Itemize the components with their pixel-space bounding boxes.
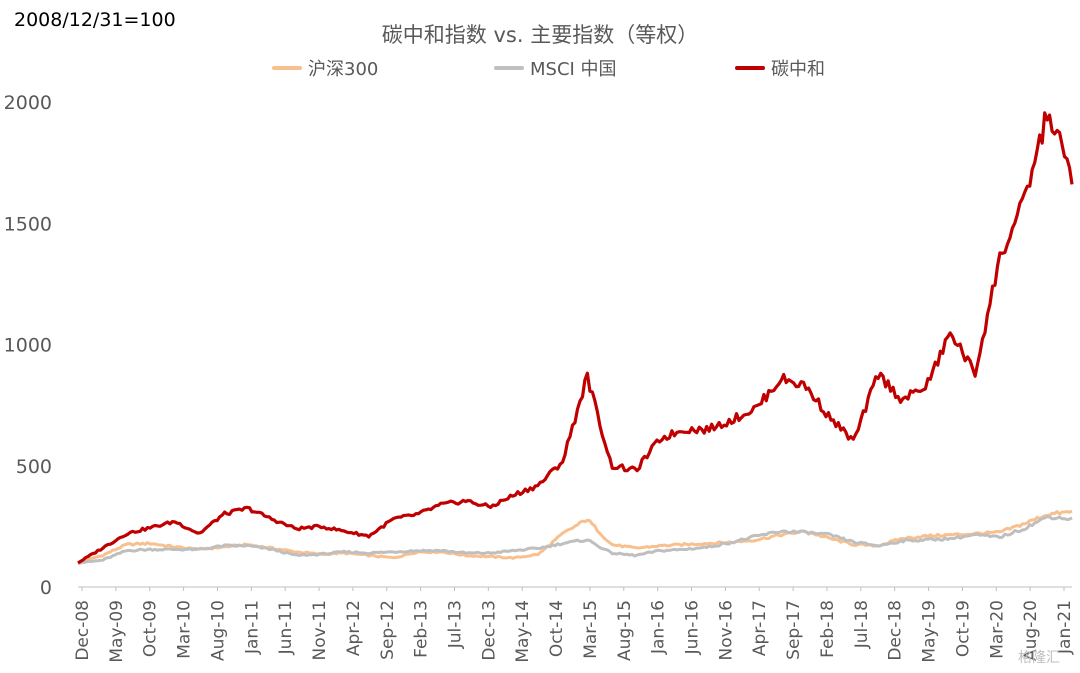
y-tick-label: 0 <box>40 577 52 599</box>
x-tick-label: Jan-11 <box>242 600 262 655</box>
legend-carbon-swatch <box>735 66 765 70</box>
x-tick-label: Oct-19 <box>953 600 973 657</box>
x-tick-label: Oct-09 <box>141 600 161 657</box>
x-tick-label: Feb-18 <box>818 600 838 658</box>
x-tick-label: Jan-16 <box>649 600 669 655</box>
x-tick-label: Mar-15 <box>581 600 601 659</box>
chart-title: 碳中和指数 vs. 主要指数（等权） <box>381 23 699 47</box>
x-tick-label: Nov-11 <box>310 600 330 661</box>
x-tick-label: Feb-13 <box>412 600 432 658</box>
x-tick-label: May-19 <box>920 600 940 663</box>
x-tick-label: Apr-12 <box>344 600 364 656</box>
x-tick-label: Mar-20 <box>987 600 1007 659</box>
series-line-1 <box>77 515 1073 565</box>
legend-msci-label: MSCI 中国 <box>530 59 617 80</box>
y-tick-label: 2000 <box>4 92 52 114</box>
x-tick-label: Jul-18 <box>852 600 872 649</box>
x-tick-label: Sep-12 <box>378 600 398 660</box>
series-line-2 <box>77 111 1074 565</box>
x-tick-label: Aug-20 <box>1021 600 1041 661</box>
x-tick-label: Jun-11 <box>276 600 296 655</box>
x-tick-label: Jul-13 <box>445 600 465 649</box>
x-tick-label: Sep-17 <box>784 600 804 660</box>
legend-msci: MSCI 中国 <box>494 56 617 80</box>
series-line-0 <box>77 509 1073 565</box>
x-tick-label: Aug-10 <box>208 600 228 661</box>
x-tick-label: Aug-15 <box>615 600 635 661</box>
x-tick-label: Nov-16 <box>716 600 736 661</box>
x-tick-label: May-09 <box>107 600 127 663</box>
x-tick-label: Dec-08 <box>73 600 93 661</box>
x-tick-label: Apr-17 <box>750 600 770 656</box>
x-tick-label: Dec-13 <box>479 600 499 661</box>
y-tick-label: 1000 <box>4 335 52 357</box>
legend-carbon: 碳中和 <box>735 56 825 80</box>
base-note: 2008/12/31=100 <box>14 9 176 31</box>
watermark: 格隆汇 <box>1018 650 1060 666</box>
legend-msci-swatch <box>494 66 524 70</box>
y-tick-label: 1500 <box>4 213 52 235</box>
legend-hs300: 沪深300 <box>272 56 378 80</box>
y-tick-label: 500 <box>16 456 52 478</box>
x-tick-label: Jun-16 <box>683 600 703 655</box>
x-tick-label: Oct-14 <box>547 600 567 657</box>
legend-hs300-swatch <box>272 66 302 70</box>
x-tick-label: Dec-18 <box>886 600 906 661</box>
x-tick-label: May-14 <box>513 600 533 663</box>
x-tick-label: Mar-10 <box>175 600 195 659</box>
legend-carbon-label: 碳中和 <box>771 59 825 80</box>
legend-hs300-label: 沪深300 <box>308 59 379 80</box>
x-tick-label: Jan-21 <box>1055 600 1075 655</box>
